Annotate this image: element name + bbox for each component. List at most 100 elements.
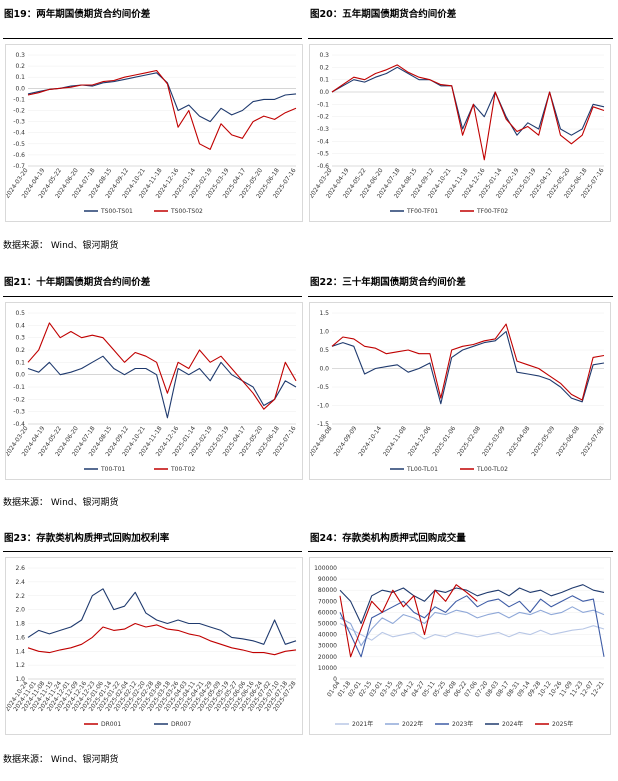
caption-fig22: 图22：三十年期国债期货合约间价差 xyxy=(310,277,466,288)
y-tick-label-0: -0.4 xyxy=(13,421,25,428)
source-note-3: 数据来源： Wind、银河期货 xyxy=(3,755,119,765)
y-tick-label-6: 0.0 xyxy=(319,89,329,96)
series-line-1 xyxy=(339,606,605,647)
y-tick-label-4: 1.8 xyxy=(15,621,25,628)
y-tick-label-4: -0.2 xyxy=(317,114,329,121)
y-tick-label-2: 1.4 xyxy=(15,648,25,655)
y-tick-label-3: 1.6 xyxy=(15,634,25,641)
y-tick-label-3: -0.1 xyxy=(13,384,25,391)
caption-fig20: 图20：五年期国债期货合约间价差 xyxy=(310,9,457,20)
legend-label-0: TL00-TL01 xyxy=(406,466,438,473)
y-tick-label-8: 0.1 xyxy=(15,74,25,81)
caption-fig21: 图21：十年期国债期货合约间价差 xyxy=(4,277,151,288)
y-tick-label-7: 0.0 xyxy=(15,85,25,92)
caption-fig24: 图24：存款类机构质押式回购成交量 xyxy=(310,533,466,544)
chart-svg-5: 0 10000 20000 30000 40000 50000 60000 70000 8000… xyxy=(314,565,606,728)
legend-label-3: 2024年 xyxy=(502,720,523,728)
chart-svg-3: -1.5 -1.0 -0.5 0.0 0.5 1.0 1.5 2024-08-082024-0… xyxy=(310,310,606,473)
legend-label-0: T00-T01 xyxy=(100,466,125,473)
y-tick-label-1: -0.3 xyxy=(13,409,25,416)
y-tick-label-10: 100000 xyxy=(314,565,337,572)
series-line-0 xyxy=(27,72,297,123)
x-tick-label-0: 2024-08-08 xyxy=(310,425,334,458)
y-tick-label-5: 50000 xyxy=(318,621,337,628)
caption-rule-left-3 xyxy=(3,551,302,552)
source-note-1: 数据来源： Wind、银河期货 xyxy=(3,241,119,251)
y-tick-label-0: 1.0 xyxy=(15,676,25,683)
legend-label-1: DR007 xyxy=(171,721,191,728)
legend-label-0: 2021年 xyxy=(352,720,373,728)
y-tick-label-5: -0.2 xyxy=(13,108,25,115)
caption-rule-left-1 xyxy=(3,38,302,39)
y-tick-label-2: -0.5 xyxy=(317,384,329,391)
source-note-2: 数据来源： Wind、银河期货 xyxy=(3,498,119,508)
y-tick-label-6: 1.5 xyxy=(319,310,329,317)
y-tick-label-4: 0.5 xyxy=(319,347,329,354)
y-tick-label-5: 2.0 xyxy=(15,607,25,614)
y-tick-label-7: 70000 xyxy=(318,598,337,605)
caption-fig19: 图19：两年期国债期货合约间价差 xyxy=(4,9,151,20)
y-tick-label-2: -0.5 xyxy=(13,141,25,148)
chart-fig22: -1.5 -1.0 -0.5 0.0 0.5 1.0 1.5 2024-08-08 2024-0… xyxy=(309,302,611,480)
y-tick-label-1: -1.0 xyxy=(317,403,329,410)
series-line-1 xyxy=(27,322,297,410)
x-tick-label-2: 2024-10-14 xyxy=(357,425,383,458)
y-tick-label-5: 0.1 xyxy=(15,359,25,366)
series-line-0 xyxy=(331,66,605,136)
y-tick-label-1: -0.5 xyxy=(317,151,329,158)
chart-fig19: -0.7 -0.6 -0.5 -0.4 -0.3 -0.2 -0.1 0.0 0.1 0.2 0.3… xyxy=(5,44,303,222)
series-line-1 xyxy=(27,69,297,150)
legend-label-0: TS00-TS01 xyxy=(100,208,133,215)
legend-label-0: TF00-TF01 xyxy=(406,208,438,215)
y-tick-label-6: -0.1 xyxy=(13,96,25,103)
y-tick-label-1: 10000 xyxy=(318,665,337,672)
series-line-0 xyxy=(27,355,297,419)
x-tick-label-7: 2025-03-09 xyxy=(481,425,507,458)
y-tick-label-3: 30000 xyxy=(318,643,337,650)
y-tick-label-7: 0.3 xyxy=(15,335,25,342)
chart-svg-4: 1.01.21.41.61.82.02.22.42.62024-10-24202… xyxy=(6,565,298,728)
legend-label-1: TF00-TF02 xyxy=(476,208,508,215)
y-tick-label-0: 0 xyxy=(333,676,337,683)
y-tick-label-4: 0.0 xyxy=(15,372,25,379)
chart-fig21: -0.4 -0.3 -0.2 -0.1 0.0 0.1 0.2 0.3 0.4 0.5 2024-0… xyxy=(5,302,303,480)
y-tick-label-7: 0.1 xyxy=(319,77,329,84)
legend-label-2: 2023年 xyxy=(452,720,473,728)
y-tick-label-2: -0.4 xyxy=(317,138,329,145)
x-tick-label-8: 2025-04-08 xyxy=(506,425,532,458)
y-tick-label-3: 0.0 xyxy=(319,366,329,373)
x-tick-label-10: 2025-06-08 xyxy=(555,425,581,458)
caption-fig23: 图23：存款类机构质押式回购加权利率 xyxy=(4,533,170,544)
y-tick-label-8: 2.6 xyxy=(15,565,25,572)
y-tick-label-8: 80000 xyxy=(318,587,337,594)
y-tick-label-3: -0.3 xyxy=(317,126,329,133)
legend-label-4: 2025年 xyxy=(552,720,573,728)
series-line-0 xyxy=(339,623,605,641)
x-tick-label-11: 2025-07-08 xyxy=(580,425,606,458)
chart-fig23: 1.0 1.2 1.4 1.6 1.8 2.0 2.2 2.4 2.6 2024-10-24 202… xyxy=(5,557,303,735)
caption-rule-right-1 xyxy=(308,38,613,39)
chart-fig20: -0.6 -0.5 -0.4 -0.3 -0.2 -0.1 0.0 0.1 0.2 0.3 2024… xyxy=(309,44,611,222)
series-line-1 xyxy=(27,588,297,645)
x-tick-label-6: 2025-02-08 xyxy=(456,425,482,458)
y-tick-label-5: 1.0 xyxy=(319,329,329,336)
y-tick-label-4: 40000 xyxy=(318,632,337,639)
y-tick-label-10: 0.3 xyxy=(15,52,25,59)
chart-fig24: 0 10000 20000 30000 40000 50000 60000 70000 8000… xyxy=(309,557,611,735)
x-tick-label-1: 2024-09-09 xyxy=(333,425,359,458)
y-tick-label-8: 0.2 xyxy=(319,64,329,71)
legend-label-1: 2022年 xyxy=(402,720,423,728)
caption-rule-left-2 xyxy=(3,296,302,297)
y-tick-label-6: 60000 xyxy=(318,609,337,616)
y-tick-label-2: 20000 xyxy=(318,654,337,661)
series-line-1 xyxy=(331,323,605,401)
y-tick-label-4: -0.3 xyxy=(13,119,25,126)
legend-label-1: TS00-TS02 xyxy=(170,208,203,215)
y-tick-label-9: 0.2 xyxy=(15,63,25,70)
y-tick-label-9: 90000 xyxy=(318,576,337,583)
y-tick-label-5: -0.1 xyxy=(317,101,329,108)
series-line-0 xyxy=(331,330,605,405)
chart-svg-0: -0.7 -0.6 -0.5 -0.4 -0.3 -0.2 -0.1 0.0 0.1 0.2 0.3… xyxy=(6,52,298,215)
y-tick-label-3: -0.4 xyxy=(13,130,25,137)
y-tick-label-0: -1.5 xyxy=(317,421,329,428)
